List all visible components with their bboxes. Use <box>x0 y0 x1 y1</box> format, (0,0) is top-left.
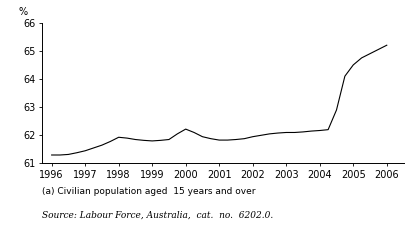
Text: %: % <box>18 7 27 17</box>
Text: (a) Civilian population aged  15 years and over: (a) Civilian population aged 15 years an… <box>42 187 255 196</box>
Text: Source: Labour Force, Australia,  cat.  no.  6202.0.: Source: Labour Force, Australia, cat. no… <box>42 211 273 220</box>
